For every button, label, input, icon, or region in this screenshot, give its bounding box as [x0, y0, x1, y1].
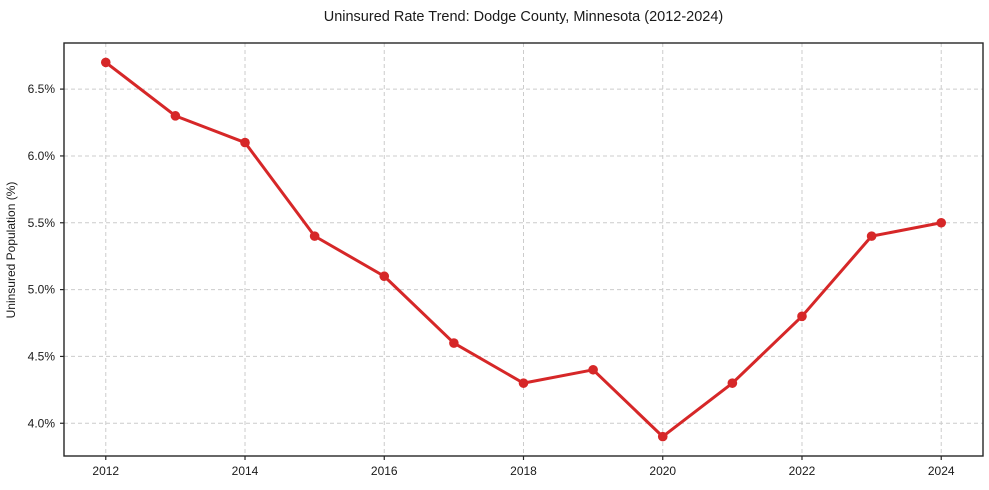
data-point: [936, 217, 947, 228]
data-point: [518, 378, 529, 388]
x-tick-label: 2012: [92, 464, 119, 478]
data-point: [379, 271, 390, 282]
y-tick-label: 5.0%: [28, 283, 56, 297]
y-tick-label: 4.5%: [28, 349, 56, 363]
data-point: [797, 311, 807, 322]
y-tick-label: 4.0%: [28, 416, 56, 430]
x-tick-label: 2018: [510, 464, 537, 478]
data-point: [866, 231, 877, 241]
data-point: [727, 378, 738, 388]
x-tick-label: 2016: [371, 464, 398, 478]
data-point: [657, 431, 668, 442]
y-tick-label: 6.5%: [28, 82, 56, 96]
chart-title: Uninsured Rate Trend: Dodge County, Minn…: [323, 9, 724, 25]
x-tick-label: 2022: [789, 464, 816, 478]
x-tick-label: 2020: [649, 464, 676, 478]
data-point: [309, 231, 320, 241]
data-point: [170, 111, 181, 121]
data-point: [588, 364, 598, 375]
data-point: [100, 57, 111, 68]
y-tick-label: 5.5%: [28, 216, 56, 230]
x-tick-label: 2024: [928, 464, 955, 478]
data-point: [449, 338, 459, 348]
y-tick-label: 6.0%: [28, 149, 56, 163]
x-tick-label: 2014: [232, 464, 259, 478]
data-point: [240, 137, 250, 148]
